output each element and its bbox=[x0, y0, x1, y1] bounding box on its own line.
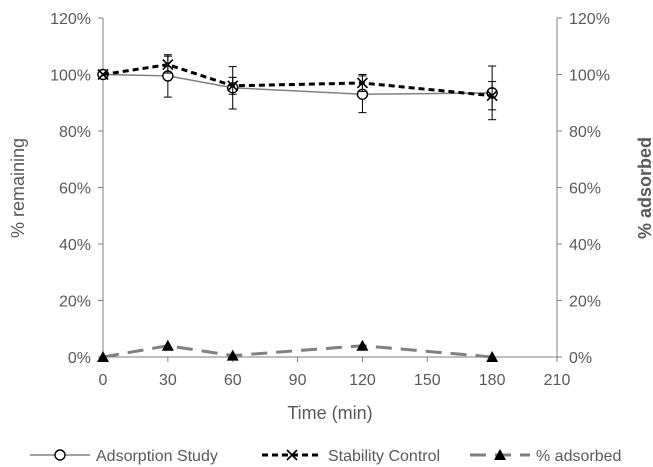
marker-x-stroke bbox=[486, 90, 498, 102]
y-tick-label: 60% bbox=[59, 181, 91, 198]
y2-axis-title: % adsorbed bbox=[635, 137, 653, 239]
marker-x bbox=[356, 77, 368, 89]
y-tick-label: 80% bbox=[59, 124, 91, 141]
y2-tick-label: 0% bbox=[569, 350, 592, 367]
marker-x bbox=[486, 90, 498, 102]
x-tick-label: 30 bbox=[159, 372, 177, 389]
marker-x-stroke bbox=[286, 449, 298, 461]
marker-x-stroke bbox=[227, 80, 239, 92]
marker-triangle bbox=[486, 351, 499, 362]
series-0 bbox=[97, 54, 498, 121]
y-tick-label: 100% bbox=[50, 68, 91, 85]
legend-item-2: % adsorbed bbox=[470, 448, 621, 465]
marker-triangle bbox=[97, 351, 109, 362]
marker-x bbox=[227, 80, 239, 92]
y2-axis-ticks: 0% 20% 40% 60% 80% 100% 120% bbox=[557, 11, 610, 367]
x-tick-label: 60 bbox=[224, 372, 242, 389]
y2-tick-label: 80% bbox=[569, 124, 601, 141]
marker-triangle bbox=[494, 449, 506, 460]
x-tick-label: 210 bbox=[544, 372, 571, 389]
y-tick-label: 20% bbox=[59, 294, 91, 311]
series-1 bbox=[97, 55, 498, 111]
series-layer bbox=[97, 54, 499, 362]
legend-label: Stability Control bbox=[328, 448, 440, 465]
marker-x-stroke bbox=[162, 59, 174, 71]
legend-label: Adsorption Study bbox=[96, 448, 218, 465]
legend-item-1: Stability Control bbox=[262, 448, 440, 465]
marker-triangle bbox=[226, 349, 239, 361]
x-tick-label: 90 bbox=[289, 372, 307, 389]
y2-tick-label: 100% bbox=[569, 68, 610, 85]
marker-x bbox=[162, 59, 174, 71]
x-tick-label: 180 bbox=[479, 372, 506, 389]
marker-x bbox=[97, 68, 109, 81]
y-tick-label: 0% bbox=[68, 350, 91, 367]
x-axis-ticks: 0 30 60 90 120 150 180 210 bbox=[99, 357, 571, 389]
legend: Adsorption Study Stability Control % adsor… bbox=[30, 448, 621, 465]
legend-item-0: Adsorption Study bbox=[30, 448, 218, 465]
y-tick-label: 120% bbox=[50, 11, 91, 28]
y2-tick-label: 20% bbox=[569, 294, 601, 311]
x-tick-label: 150 bbox=[414, 372, 441, 389]
x-tick-label: 0 bbox=[99, 372, 108, 389]
marker-x bbox=[286, 449, 298, 461]
x-axis-title: Time (min) bbox=[287, 403, 372, 423]
y2-tick-label: 60% bbox=[569, 181, 601, 198]
series-2 bbox=[97, 339, 499, 362]
y-tick-label: 40% bbox=[59, 237, 91, 254]
y-axis-ticks: 0% 20% 40% 60% 80% 100% 120% bbox=[50, 11, 103, 367]
series-line bbox=[102, 344, 493, 359]
marker-x-stroke bbox=[97, 68, 109, 81]
y2-tick-label: 40% bbox=[569, 237, 601, 254]
x-tick-label: 120 bbox=[349, 372, 376, 389]
legend-label: % adsorbed bbox=[536, 448, 621, 465]
marker-triangle bbox=[161, 339, 174, 351]
marker-x-stroke bbox=[356, 77, 368, 89]
y-axis-title: % remaining bbox=[8, 138, 28, 238]
marker-circle bbox=[54, 449, 66, 461]
y2-tick-label: 120% bbox=[569, 11, 610, 28]
marker-triangle bbox=[356, 339, 369, 351]
